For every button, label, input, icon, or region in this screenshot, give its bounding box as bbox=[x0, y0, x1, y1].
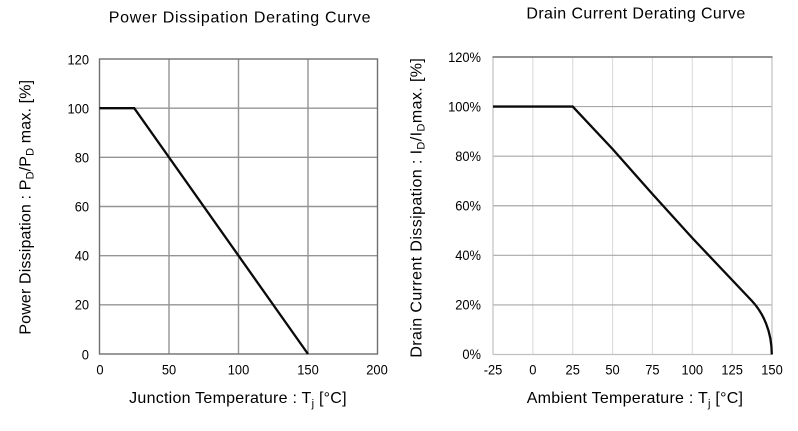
svg-text:Drain Current Dissipation : ID: Drain Current Dissipation : ID/IDmax. [%… bbox=[409, 58, 428, 358]
svg-text:150: 150 bbox=[761, 362, 783, 378]
svg-text:100: 100 bbox=[228, 362, 250, 378]
svg-text:100: 100 bbox=[68, 101, 90, 117]
svg-text:Junction Temperature : Tj [°C]: Junction Temperature : Tj [°C] bbox=[129, 390, 347, 410]
svg-text:-25: -25 bbox=[484, 362, 503, 378]
svg-text:100: 100 bbox=[682, 362, 704, 378]
svg-text:150: 150 bbox=[297, 362, 319, 378]
svg-text:0%: 0% bbox=[462, 346, 481, 362]
svg-text:125: 125 bbox=[721, 362, 743, 378]
svg-text:60%: 60% bbox=[455, 198, 481, 214]
svg-text:40%: 40% bbox=[455, 247, 481, 263]
svg-text:60: 60 bbox=[75, 199, 89, 215]
svg-text:Power Dissipation : PD/PD max.: Power Dissipation : PD/PD max. [%] bbox=[18, 80, 37, 335]
svg-text:100%: 100% bbox=[448, 99, 481, 115]
svg-text:75: 75 bbox=[645, 362, 659, 378]
svg-text:120: 120 bbox=[68, 52, 90, 68]
svg-text:25: 25 bbox=[566, 362, 580, 378]
svg-text:120%: 120% bbox=[448, 49, 481, 65]
svg-text:Ambient Temperature : Tj [°C]: Ambient Temperature : Tj [°C] bbox=[527, 390, 744, 410]
svg-text:20%: 20% bbox=[455, 297, 481, 313]
svg-text:80: 80 bbox=[75, 150, 89, 166]
svg-text:40: 40 bbox=[75, 248, 89, 264]
svg-text:0: 0 bbox=[82, 347, 89, 363]
svg-text:50: 50 bbox=[605, 362, 619, 378]
svg-text:0: 0 bbox=[529, 362, 536, 378]
svg-text:200: 200 bbox=[366, 362, 388, 378]
svg-text:Drain Current Derating Curve: Drain Current Derating Curve bbox=[526, 6, 745, 23]
svg-text:0: 0 bbox=[96, 362, 103, 378]
svg-text:Power Dissipation Derating Cur: Power Dissipation Derating Curve bbox=[109, 10, 372, 27]
svg-text:20: 20 bbox=[75, 297, 89, 313]
svg-text:80%: 80% bbox=[455, 148, 481, 164]
svg-text:50: 50 bbox=[162, 362, 176, 378]
